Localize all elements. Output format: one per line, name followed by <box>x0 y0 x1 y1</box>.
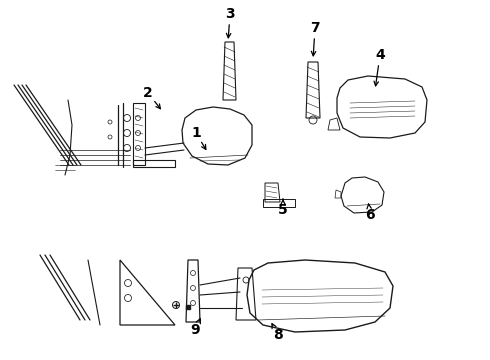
Text: 4: 4 <box>375 48 385 62</box>
Text: 5: 5 <box>278 203 288 217</box>
Text: 7: 7 <box>310 21 320 35</box>
Text: 3: 3 <box>225 7 235 21</box>
Text: 6: 6 <box>365 208 375 222</box>
Text: 2: 2 <box>143 86 153 100</box>
Text: 8: 8 <box>273 328 283 342</box>
Text: 9: 9 <box>190 323 200 337</box>
Text: 1: 1 <box>191 126 201 140</box>
